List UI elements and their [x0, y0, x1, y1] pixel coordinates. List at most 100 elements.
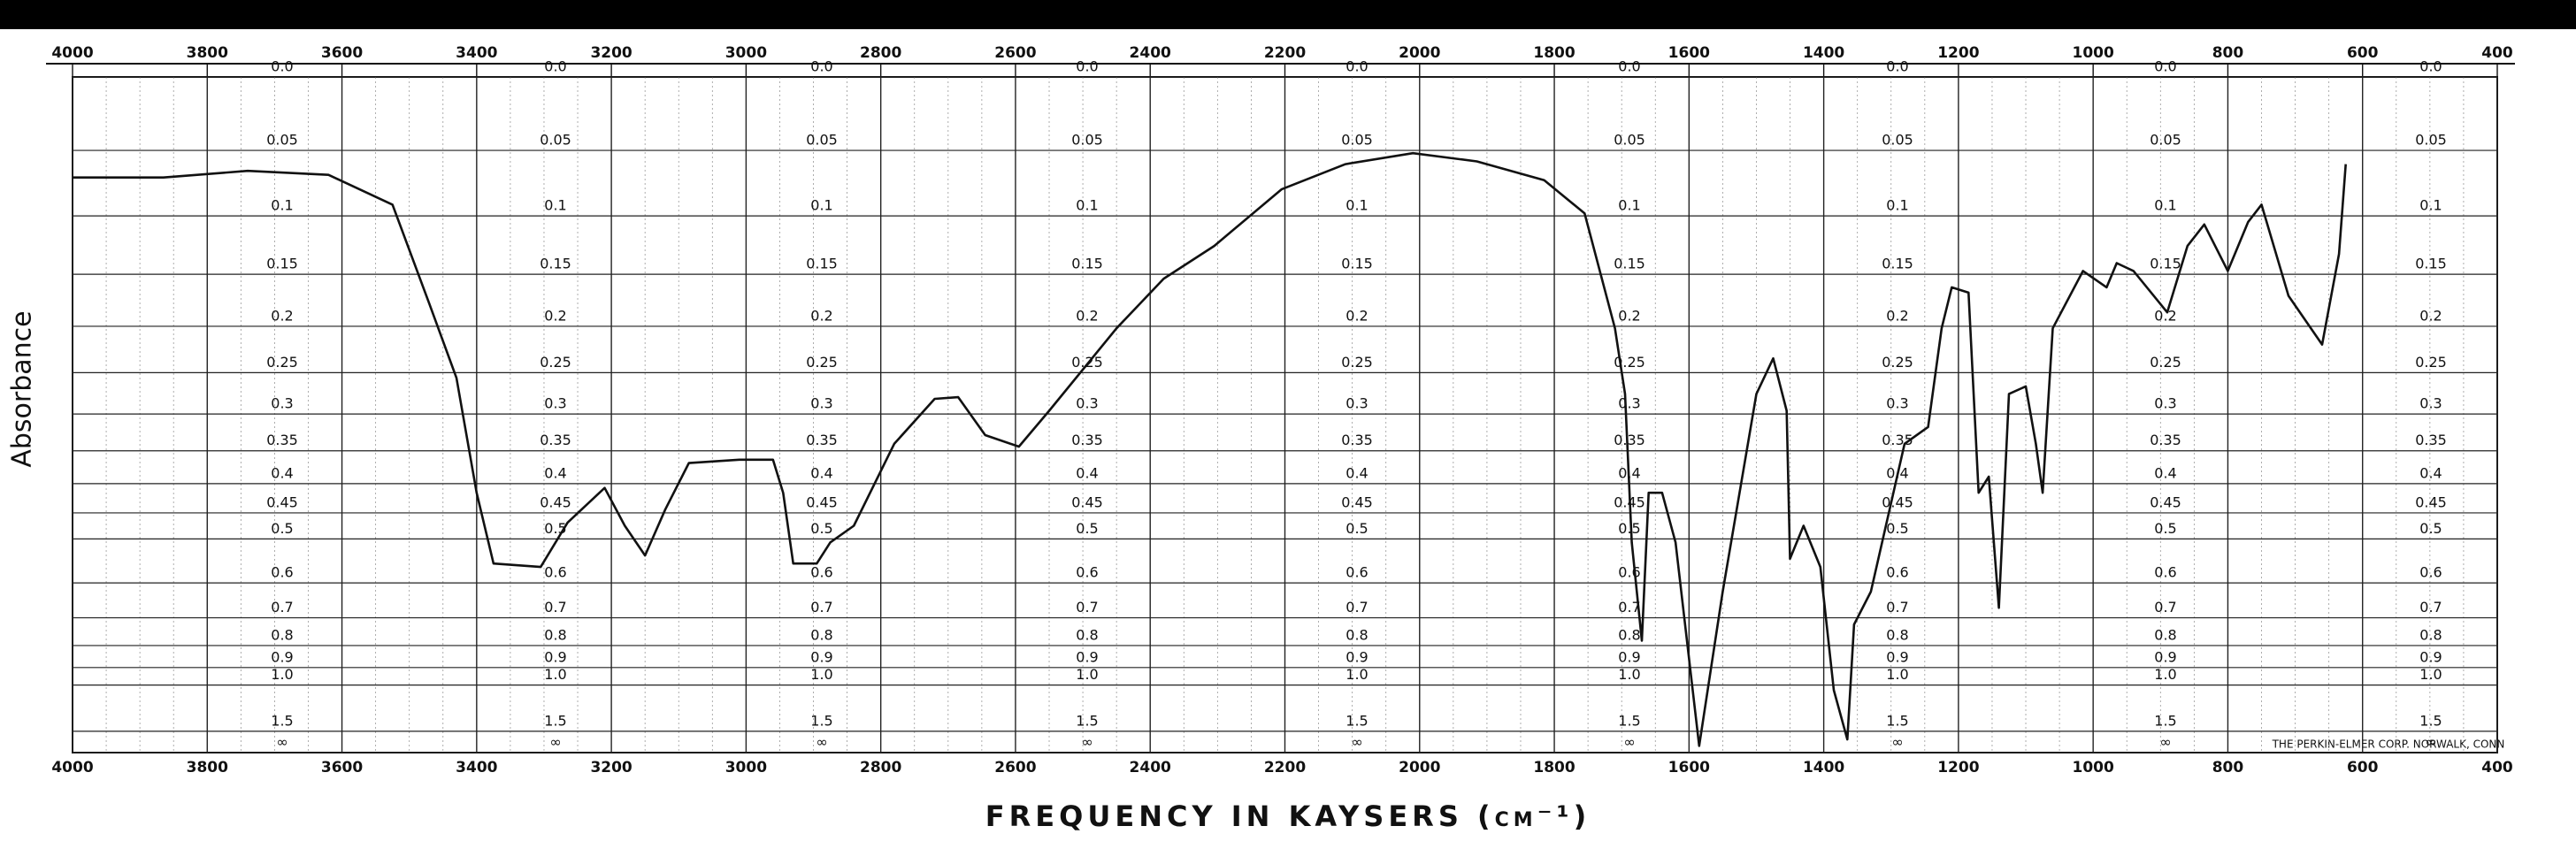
- y-tick-label: 0.0: [544, 58, 566, 75]
- y-tick-label: 0.3: [271, 395, 293, 412]
- y-tick-label: 0.0: [1346, 58, 1368, 75]
- y-tick-label: 0.8: [544, 626, 566, 643]
- annotation: THE PERKIN-ELMER CORP. NORWALK, CONN: [2272, 738, 2505, 751]
- y-tick-label: 0.15: [2415, 256, 2447, 272]
- y-tick-label: 0.8: [1076, 626, 1098, 643]
- x-tick-label-top: 2800: [860, 44, 901, 62]
- y-tick-label: 0.3: [544, 395, 566, 412]
- y-tick-label: 0.7: [1886, 599, 1908, 616]
- y-tick-label: 0.7: [1346, 599, 1368, 616]
- y-tick-label: 1.5: [1618, 712, 1640, 729]
- y-tick-label: 0.9: [810, 648, 832, 665]
- y-tick-label: 0.45: [1071, 493, 1103, 510]
- y-tick-label: 1.5: [2154, 712, 2176, 729]
- x-tick-label-top: 1800: [1533, 44, 1575, 62]
- y-tick-label: 0.25: [2150, 354, 2181, 371]
- y-tick-label: 1.0: [1618, 666, 1640, 683]
- y-tick-label: 0.2: [810, 307, 832, 324]
- x-tick-label-bottom: 1600: [1668, 759, 1710, 776]
- y-tick-label: ∞: [549, 734, 561, 751]
- x-tick-label-top: 1000: [2073, 44, 2114, 62]
- y-tick-label: 1.5: [271, 712, 293, 729]
- y-tick-label: 1.0: [1346, 666, 1368, 683]
- y-tick-label: 0.2: [1076, 307, 1098, 324]
- y-tick-label: 0.5: [2154, 520, 2176, 537]
- x-tick-label-top: 3800: [187, 44, 228, 62]
- y-tick-label: 0.6: [810, 564, 832, 581]
- y-tick-label: 0.0: [2154, 58, 2176, 75]
- x-tick-label-top: 3600: [321, 44, 363, 62]
- y-tick-label: 0.05: [1882, 132, 1913, 149]
- header-band: [0, 0, 2576, 29]
- y-tick-label: 0.05: [2150, 132, 2181, 149]
- y-tick-label: 0.45: [2415, 493, 2447, 510]
- y-tick-label: 0.6: [1886, 564, 1908, 581]
- y-tick-label: 0.6: [1618, 564, 1640, 581]
- y-tick-label: 0.15: [806, 256, 838, 272]
- y-tick-label: 0.6: [1076, 564, 1098, 581]
- y-tick-label: 0.9: [1618, 648, 1640, 665]
- y-tick-label: 0.15: [1882, 256, 1913, 272]
- x-tick-label-bottom: 1400: [1803, 759, 1844, 776]
- y-tick-label: 0.35: [540, 432, 571, 448]
- x-tick-label-bottom: 3600: [321, 759, 363, 776]
- y-tick-label: 0.0: [271, 58, 293, 75]
- y-tick-label: 0.8: [1886, 626, 1908, 643]
- y-tick-label: 0.7: [271, 599, 293, 616]
- y-tick-label: ∞: [2159, 734, 2171, 751]
- y-tick-label: 0.1: [1618, 197, 1640, 214]
- y-tick-label: 0.45: [540, 493, 571, 510]
- y-tick-label: 1.0: [810, 666, 832, 683]
- y-tick-label: 0.6: [2154, 564, 2176, 581]
- x-tick-label-bottom: 1200: [1937, 759, 1979, 776]
- y-tick-label: 1.5: [810, 712, 832, 729]
- y-tick-label: 0.4: [544, 464, 566, 481]
- x-tick-label-bottom: 2800: [860, 759, 901, 776]
- y-tick-label: 0.35: [1341, 432, 1373, 448]
- y-tick-label: 0.0: [810, 58, 832, 75]
- y-tick-label: 0.15: [1341, 256, 1373, 272]
- y-tick-label: 0.35: [806, 432, 838, 448]
- x-tick-label-bottom: 4000: [51, 759, 93, 776]
- y-tick-label: 0.3: [1076, 395, 1098, 412]
- y-tick-label: 0.35: [2150, 432, 2181, 448]
- spectrum-line: [73, 151, 2347, 747]
- y-tick-label: ∞: [1623, 734, 1635, 751]
- y-tick-label: 0.45: [806, 493, 838, 510]
- y-tick-label: 0.05: [1614, 132, 1645, 149]
- x-tick-label-bottom: 800: [2212, 759, 2244, 776]
- y-tick-label: 1.5: [544, 712, 566, 729]
- y-tick-label: 0.15: [1071, 256, 1103, 272]
- y-tick-label: 0.1: [544, 197, 566, 214]
- y-tick-label: 0.3: [2419, 395, 2442, 412]
- y-tick-label: 0.2: [1346, 307, 1368, 324]
- y-tick-label: 0.9: [544, 648, 566, 665]
- y-tick-label: 1.0: [2419, 666, 2442, 683]
- x-tick-label-bottom: 2400: [1130, 759, 1171, 776]
- y-tick-label: 0.35: [2415, 432, 2447, 448]
- y-tick-label: 0.2: [2419, 307, 2442, 324]
- y-tick-label: 0.4: [2154, 464, 2176, 481]
- y-tick-label: 0.1: [1346, 197, 1368, 214]
- y-tick-label: 0.4: [810, 464, 832, 481]
- y-tick-label: 0.8: [1346, 626, 1368, 643]
- y-tick-label: 0.4: [1346, 464, 1368, 481]
- y-tick-label: 0.7: [1618, 599, 1640, 616]
- y-tick-label: 0.5: [1886, 520, 1908, 537]
- y-tick-label: 0.0: [2419, 58, 2442, 75]
- y-tick-label: 0.7: [544, 599, 566, 616]
- y-tick-label: 0.25: [2415, 354, 2447, 371]
- y-tick-label: 0.1: [1886, 197, 1908, 214]
- y-tick-label: 0.5: [810, 520, 832, 537]
- y-tick-label: 0.25: [540, 354, 571, 371]
- y-tick-label: 0.3: [810, 395, 832, 412]
- y-tick-label: 0.9: [2154, 648, 2176, 665]
- y-tick-label: 0.25: [1882, 354, 1913, 371]
- y-tick-label: 0.9: [2419, 648, 2442, 665]
- y-tick-label: 0.7: [1076, 599, 1098, 616]
- y-tick-label: 0.15: [2150, 256, 2181, 272]
- y-tick-label: 0.7: [2419, 599, 2442, 616]
- x-tick-label-bottom: 400: [2481, 759, 2513, 776]
- y-tick-label: ∞: [1081, 734, 1092, 751]
